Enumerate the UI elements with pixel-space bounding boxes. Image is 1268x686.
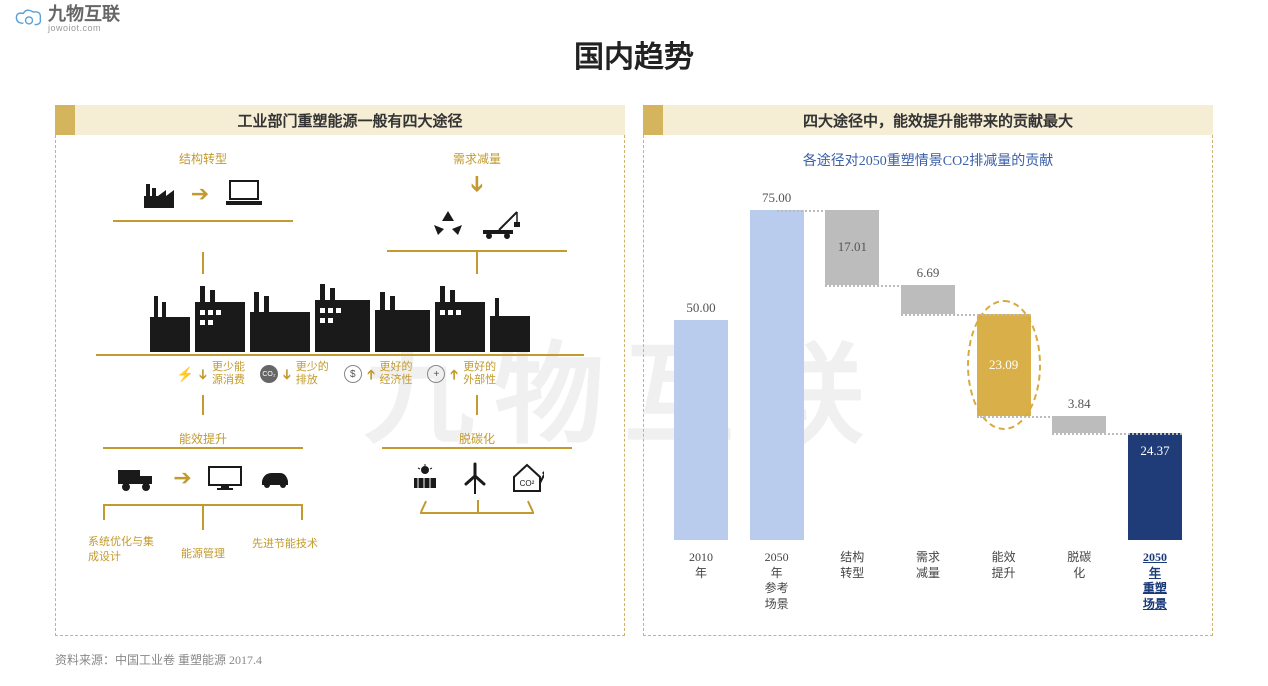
logo: 九物互联 jowoiot.com	[15, 5, 120, 33]
bar-col-2: 17.01	[825, 210, 879, 540]
laptop-icon	[224, 179, 264, 209]
arrow-down-icon: ➔	[464, 175, 490, 193]
dotted-connector	[1052, 433, 1182, 435]
bar-2: 17.01	[825, 210, 879, 285]
left-panel-title: 工业部门重塑能源一般有四大途径	[75, 110, 625, 131]
c	[301, 506, 303, 520]
bar-col-0: 50.00	[674, 320, 728, 540]
bar-value: 24.37	[1128, 443, 1182, 459]
bar-col-4: 23.09	[977, 210, 1031, 540]
left-panel: 工业部门重塑能源一般有四大途径 九物互联 结构转型 ➔	[55, 105, 625, 636]
monitor-icon	[207, 465, 243, 491]
bar-3: 6.69	[901, 285, 955, 314]
x-label-0: 2010年	[674, 545, 728, 625]
x-label-1: 2050年参考场景	[750, 545, 804, 625]
c	[202, 506, 204, 530]
svg-text:CO²: CO²	[520, 479, 535, 488]
dotted-connector	[825, 285, 955, 287]
label-structure: 结构转型	[179, 150, 227, 167]
bar-col-1: 75.00	[750, 210, 804, 540]
label-demand: 需求减量	[453, 150, 501, 167]
bar-value: 6.69	[901, 265, 955, 281]
arrow-icon: ➔	[173, 465, 191, 491]
dotted-connector	[977, 416, 1106, 418]
city-line	[96, 354, 584, 356]
solar-icon	[410, 464, 440, 492]
bar-value: 3.84	[1052, 396, 1106, 412]
label-decarbon: 脱碳化	[459, 430, 495, 447]
bar-value: 50.00	[674, 300, 728, 316]
recycle-icon	[432, 209, 464, 239]
factory-icon	[142, 178, 176, 210]
city-skyline	[66, 282, 614, 352]
dotted-connector	[901, 314, 1031, 316]
panel-accent	[55, 105, 75, 135]
panel-accent	[643, 105, 663, 135]
page-title: 国内趋势	[0, 32, 1268, 76]
right-panel: 四大途径中，能效提升能带来的贡献最大 各途径对2050重塑情景CO2排减量的贡献…	[643, 105, 1213, 636]
left-panel-body: 九物互联 结构转型 ➔ 需求减量 ➔	[55, 135, 625, 636]
c	[420, 501, 427, 513]
dotted-connector	[777, 210, 879, 212]
truck-icon	[116, 464, 158, 492]
wind-icon	[462, 462, 488, 494]
bar-col-6: 24.37	[1128, 433, 1182, 540]
dollar-icon: $	[344, 365, 362, 383]
connector	[202, 395, 204, 415]
arrow-icon: ➔	[191, 181, 209, 207]
benefit3: 更好的经济性	[379, 361, 419, 387]
bolt-icon: ⚡	[177, 366, 194, 383]
car-icon	[258, 467, 290, 489]
bar-col-5: 3.84	[1052, 210, 1106, 540]
waterfall-chart: 50.00 75.00 17.01 6.69 23.09 3.84 24.37 2010年 2…	[654, 180, 1202, 625]
bar-1: 75.00	[750, 210, 804, 540]
c	[527, 501, 534, 513]
bar-5: 3.84	[1052, 416, 1106, 433]
bar	[103, 447, 303, 449]
label-efficiency: 能效提升	[179, 430, 227, 447]
panel-header: 工业部门重塑能源一般有四大途径	[55, 105, 625, 135]
bar-value: 75.00	[750, 190, 804, 206]
x-label-6: 2050年重塑场景	[1128, 545, 1182, 625]
bar-0: 50.00	[674, 320, 728, 540]
connector	[476, 395, 478, 415]
bar	[113, 220, 293, 222]
x-label-5: 脱碳化	[1052, 545, 1106, 625]
connector	[202, 252, 204, 274]
crane-icon	[479, 208, 523, 240]
plus-icon: +	[427, 365, 445, 383]
co2-icon: CO₂	[260, 365, 278, 383]
panel-header: 四大途径中，能效提升能带来的贡献最大	[643, 105, 1213, 135]
bar-6: 24.37	[1128, 433, 1182, 540]
bar-value: 17.01	[825, 239, 879, 255]
co2-house-icon: CO²	[510, 463, 544, 493]
benefit2: 更少的排放	[296, 361, 336, 387]
right-panel-body: 各途径对2050重塑情景CO2排减量的贡献 50.00 75.00 17.01 6.6…	[643, 135, 1213, 636]
bar-col-3: 6.69	[901, 210, 955, 540]
right-panel-title: 四大途径中，能效提升能带来的贡献最大	[663, 110, 1213, 131]
logo-icon	[15, 9, 43, 29]
x-label-3: 需求减量	[901, 545, 955, 625]
bl-b: 能源管理	[181, 545, 225, 564]
connector	[476, 252, 478, 274]
logo-main: 九物互联	[48, 5, 120, 23]
benefit1: 更少能源消费	[212, 361, 252, 387]
footer-source: 资料来源：中国工业卷 重塑能源 2017.4	[55, 651, 262, 668]
x-label-2: 结构转型	[825, 545, 879, 625]
bar	[382, 447, 572, 449]
bl-c: 先进节能技术	[248, 535, 318, 564]
c	[420, 512, 534, 514]
c	[477, 500, 479, 512]
benefit4: 更好的外部性	[463, 361, 503, 387]
chart-title: 各途径对2050重塑情景CO2排减量的贡献	[654, 150, 1202, 170]
highlight-ellipse	[967, 300, 1041, 430]
bl-a: 系统优化与集成设计	[88, 535, 158, 564]
benefits-row: ⚡➔更少能源消费 CO₂➔更少的排放 $➔更好的经济性 +➔更好的外部性	[96, 361, 584, 387]
diagram: 结构转型 ➔ 需求减量 ➔	[66, 150, 614, 630]
c	[103, 506, 105, 520]
x-label-4: 能效提升	[977, 545, 1031, 625]
